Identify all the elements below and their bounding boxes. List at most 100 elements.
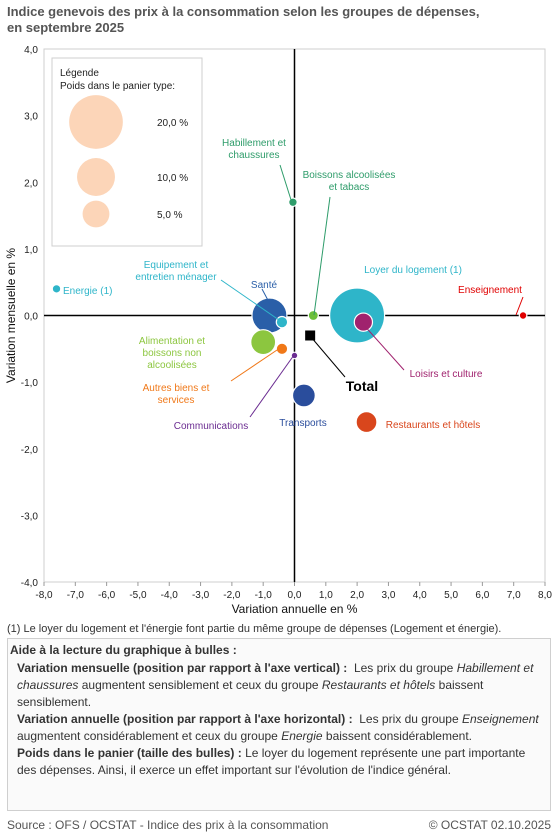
help-annual-label: Variation annuelle (position par rapport… (17, 712, 353, 726)
data-label: Loisirs et culture (410, 369, 483, 380)
data-label: et tabacs (329, 182, 370, 193)
bubble (288, 197, 298, 208)
x-tick-label: 5,0 (444, 590, 458, 601)
legend-label: 10,0 % (157, 173, 188, 184)
chart-title-line-2: en septembre 2025 (7, 20, 125, 35)
legend-bubble (69, 95, 123, 149)
legend-label: 20,0 % (157, 118, 188, 129)
data-label: Habillement et (222, 138, 286, 149)
x-tick-label: 1,0 (319, 590, 333, 601)
data-label: Alimentation et (139, 336, 205, 347)
data-label: Loyer du logement (1) (364, 265, 462, 276)
bubble (355, 411, 378, 434)
bubble (275, 342, 289, 356)
y-tick-label: -1,0 (21, 378, 39, 389)
chart-title: Indice genevois des prix à la consommati… (7, 4, 547, 36)
x-tick-label: -2,0 (223, 590, 241, 601)
bubble (353, 312, 374, 332)
leader-line (310, 336, 346, 378)
leader-line (361, 322, 405, 371)
y-axis-title: Variation mensuelle en % (4, 248, 18, 384)
data-label: Transports (279, 418, 326, 429)
help-weight-text: Le loyer du logement représente une part… (17, 746, 526, 777)
x-tick-label: 6,0 (475, 590, 489, 601)
help-monthly-italic-2: Restaurants et hôtels (321, 678, 436, 692)
data-label: Boissons alcoolisées (303, 170, 396, 181)
x-tick-label: -8,0 (35, 590, 53, 601)
x-tick-label: 8,0 (538, 590, 552, 601)
data-label: chaussures (228, 150, 279, 161)
help-weight: Poids dans le panier (taille des bulles)… (10, 745, 546, 779)
x-axis-title: Variation annuelle en % (232, 602, 358, 616)
help-annual-text-2: augmentent considérablement et ceux du g… (17, 729, 278, 743)
data-label: services (158, 395, 195, 406)
x-tick-label: -4,0 (161, 590, 179, 601)
leader-line (220, 279, 280, 321)
y-tick-label: 1,0 (24, 245, 38, 256)
x-tick-label: 0,0 (288, 590, 302, 601)
data-label: Communications (174, 421, 248, 432)
data-label: entretien ménager (135, 272, 217, 283)
help-annual-italic-1: Enseignement (462, 712, 539, 726)
help-monthly: Variation mensuelle (position par rappor… (10, 660, 546, 711)
bubble (307, 309, 319, 322)
y-tick-label: -3,0 (21, 511, 39, 522)
bubble (51, 284, 62, 294)
bubble (518, 311, 528, 320)
y-tick-label: 0,0 (24, 312, 38, 323)
legend-bubble (82, 200, 110, 228)
help-weight-label: Poids dans le panier (taille des bulles)… (17, 746, 242, 760)
bubble-total (305, 330, 316, 341)
source-note: Source : OFS / OCSTAT - Indice des prix … (7, 818, 329, 832)
x-tick-label: -6,0 (98, 590, 116, 601)
y-tick-label: -2,0 (21, 445, 39, 456)
y-tick-label: 3,0 (24, 112, 38, 123)
data-label: Autres biens et (143, 383, 210, 394)
help-monthly-label: Variation mensuelle (position par rappor… (17, 661, 348, 675)
help-monthly-text-3: baissent sensiblement. (17, 678, 484, 709)
help-annual-text-1: Les prix du groupe (359, 712, 459, 726)
leader-line (261, 288, 271, 305)
help-annual: Variation annuelle (position par rapport… (10, 711, 546, 745)
legend-bubble (77, 158, 115, 196)
chart-title-line-1: Indice genevois des prix à la consommati… (7, 4, 480, 19)
help-monthly-text-2: augmentent sensiblement et ceux du group… (81, 678, 319, 692)
leader-line (515, 296, 524, 316)
help-title: Aide à la lecture du graphique à bulles … (10, 643, 237, 657)
y-tick-label: -4,0 (21, 578, 39, 589)
leader-line (249, 354, 295, 418)
legend-title: Légende (60, 68, 99, 79)
bubble-chart: -8,0 -7,0 -6,0 -5,0 -4,0 -3,0 -2,0 -1,0 0,0 1,0 2,… (4, 45, 552, 616)
bubble (291, 383, 316, 408)
help-annual-text-3: baissent considérablement. (325, 729, 472, 743)
data-label: Enseignement (458, 285, 522, 296)
leader-line (230, 347, 281, 382)
data-label: Equipement et (144, 260, 209, 271)
data-label: alcoolisées (147, 360, 196, 371)
bubble (275, 315, 289, 329)
x-tick-label: 2,0 (350, 590, 364, 601)
legend-box (51, 57, 203, 247)
x-tick-label: -5,0 (129, 590, 147, 601)
data-label: Total (346, 378, 378, 394)
data-label: Santé (251, 280, 278, 291)
help-monthly-text-1: Les prix du groupe (353, 661, 454, 675)
data-label: boissons non (143, 348, 202, 359)
x-tick-label: 3,0 (381, 590, 395, 601)
bubble (250, 329, 277, 356)
reading-help-box: Aide à la lecture du graphique à bulles … (7, 638, 551, 811)
x-tick-label: -7,0 (67, 590, 85, 601)
data-label: Energie (1) (63, 286, 112, 297)
footnote: (1) Le loyer du logement et l'énergie fo… (7, 623, 502, 635)
x-tick-label: -1,0 (255, 590, 273, 601)
y-tick-label: 2,0 (24, 178, 38, 189)
x-tick-label: -3,0 (192, 590, 210, 601)
x-tick-label: 7,0 (507, 590, 521, 601)
help-monthly-italic-1: Habillement et chaussures (17, 661, 534, 692)
data-label: Restaurants et hôtels (386, 420, 481, 431)
leader-line (279, 164, 293, 204)
copyright-note: © OCSTAT 02.10.2025 (428, 818, 551, 832)
y-tick-label: 4,0 (24, 45, 38, 56)
leader-line (313, 196, 331, 316)
x-tick-label: 4,0 (413, 590, 427, 601)
